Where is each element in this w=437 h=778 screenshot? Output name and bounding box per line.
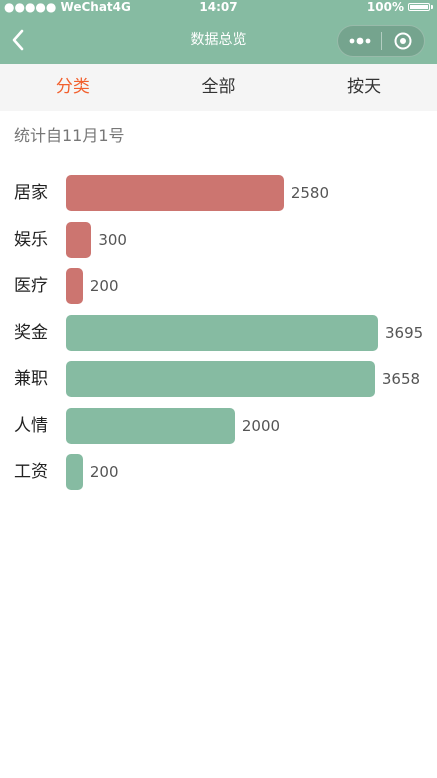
bar-value-label: 3695 <box>385 323 424 342</box>
category-bar-chart: 居家 2580 娱乐 300 医疗 200 奖金 3695 兼职 3658 人情 2000 工资 200 <box>0 170 437 500</box>
chart-row: 人情 2000 <box>0 407 437 445</box>
status-bar: ●●●●● WeChat4G 14:07 100% <box>0 0 437 16</box>
status-time: 14:07 <box>199 0 238 14</box>
close-miniprogram-button[interactable] <box>382 26 424 56</box>
chart-bar <box>66 454 83 490</box>
category-label: 工资 <box>14 462 48 482</box>
tab-bar: 分类 全部 按天 <box>0 64 437 111</box>
battery-percent: 100% <box>366 0 404 14</box>
chart-row: 居家 2580 <box>0 174 437 212</box>
chart-bar <box>66 361 375 397</box>
more-dots-icon <box>349 37 370 45</box>
category-label: 医疗 <box>14 276 48 296</box>
capsule-divider <box>381 32 382 50</box>
chart-bar <box>66 268 83 304</box>
back-button[interactable] <box>6 24 30 56</box>
category-label: 兼职 <box>14 369 48 389</box>
chart-row: 奖金 3695 <box>0 314 437 352</box>
carrier-signal: ●●●●● WeChat4G <box>4 0 131 14</box>
tab-category[interactable]: 分类 <box>55 77 90 97</box>
chart-row: 医疗 200 <box>0 267 437 305</box>
navigation-bar: 数据总览 <box>0 16 437 64</box>
chart-row: 兼职 3658 <box>0 360 437 398</box>
category-label: 人情 <box>14 415 48 436</box>
bar-value-label: 2580 <box>290 184 330 202</box>
bar-value-label: 200 <box>89 277 119 295</box>
stats-since-label: 统计自11月1号 <box>14 126 125 145</box>
chart-bar <box>66 175 284 211</box>
tab-by-day[interactable]: 按天 <box>347 77 382 97</box>
more-button[interactable] <box>338 26 381 56</box>
bar-value-label: 300 <box>98 230 127 249</box>
bar-value-label: 200 <box>89 463 119 481</box>
bar-value-label: 3658 <box>381 370 421 388</box>
category-label: 居家 <box>14 183 48 203</box>
battery-status: 100% <box>367 0 433 14</box>
chevron-left-icon <box>12 29 24 51</box>
bar-value-label: 2000 <box>241 416 281 435</box>
chart-row: 娱乐 300 <box>0 221 437 259</box>
page-title: 数据总览 <box>190 32 247 48</box>
chart-bar <box>66 314 378 351</box>
battery-tip <box>431 5 433 9</box>
category-label: 奖金 <box>14 322 48 343</box>
target-close-icon <box>394 32 412 50</box>
chart-bar <box>66 221 92 258</box>
battery-icon <box>408 3 430 11</box>
chart-bar <box>66 407 235 444</box>
tab-all[interactable]: 全部 <box>201 77 236 97</box>
category-label: 娱乐 <box>14 229 48 250</box>
miniprogram-capsule <box>337 25 425 57</box>
chart-row: 工资 200 <box>0 453 437 491</box>
